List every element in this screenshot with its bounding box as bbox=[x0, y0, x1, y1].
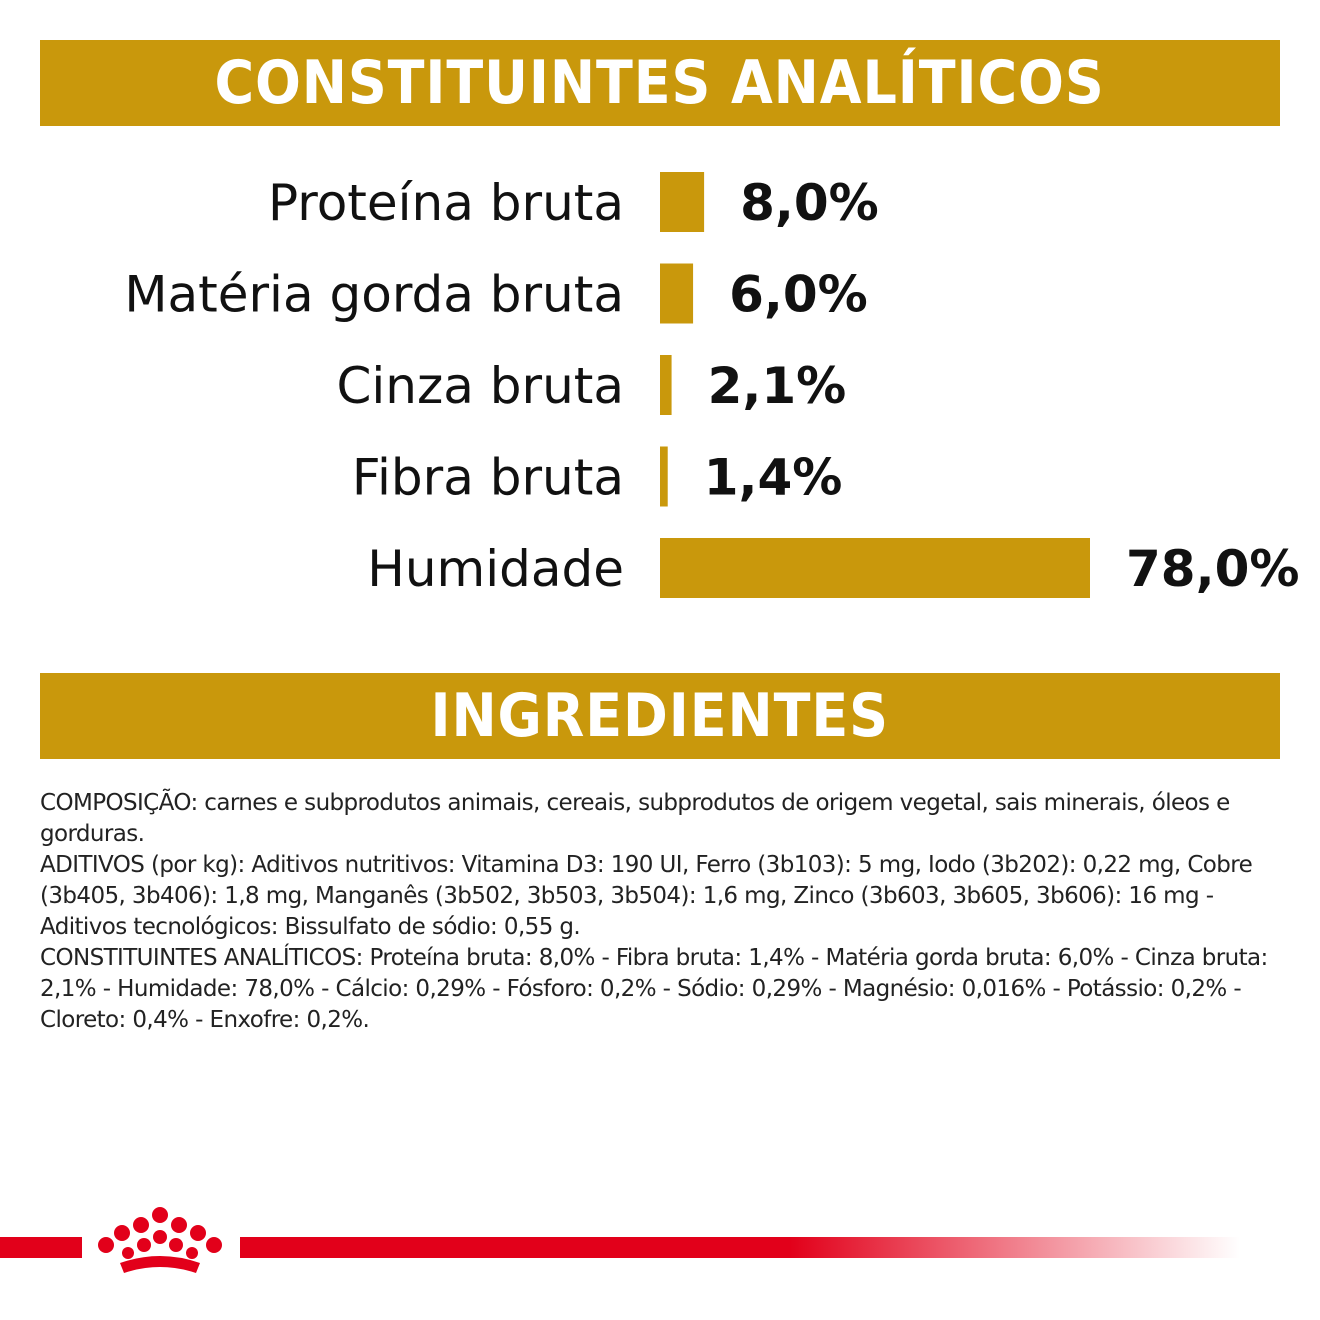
footer-stripe-right bbox=[240, 1237, 1240, 1258]
value-label: 2,1% bbox=[708, 357, 847, 415]
category-label: Fibra bruta bbox=[352, 449, 624, 507]
category-label: Humidade bbox=[367, 540, 624, 598]
value-label: 78,0% bbox=[1126, 540, 1299, 598]
category-label: Proteína bruta bbox=[268, 174, 624, 232]
ingredients-title: INGREDIENTES bbox=[430, 681, 890, 751]
crown-icon bbox=[98, 1207, 222, 1273]
composition-paragraph: COMPOSIÇÃO: carnes e subprodutos animais… bbox=[40, 790, 1230, 847]
value-label: 8,0% bbox=[740, 174, 879, 232]
ingredients-banner: INGREDIENTES bbox=[40, 673, 1280, 759]
category-label: Cinza bruta bbox=[337, 357, 625, 415]
analytical-constituents-banner: CONSTITUINTES ANALÍTICOS bbox=[40, 40, 1280, 126]
analytical-constituents-title: CONSTITUINTES ANALÍTICOS bbox=[214, 48, 1106, 118]
bar bbox=[660, 538, 1090, 598]
nutrient-bar-chart: Proteína bruta 8,0% Matéria gorda bruta 6,0… bbox=[124, 172, 1299, 598]
additives-paragraph: ADITIVOS (por kg): Aditivos nutritivos: … bbox=[40, 852, 1253, 940]
bar bbox=[660, 172, 705, 232]
bar bbox=[660, 263, 694, 324]
value-label: 6,0% bbox=[729, 266, 868, 324]
analytical-paragraph: CONSTITUINTES ANALÍTICOS: Proteína bruta… bbox=[40, 945, 1268, 1033]
category-label: Matéria gorda bruta bbox=[124, 266, 624, 324]
value-label: 1,4% bbox=[704, 449, 843, 507]
bar bbox=[660, 355, 672, 415]
ingredients-text: COMPOSIÇÃO: carnes e subprodutos animais… bbox=[40, 788, 1280, 1036]
bar bbox=[660, 446, 668, 507]
footer-stripe-left bbox=[0, 1237, 82, 1258]
